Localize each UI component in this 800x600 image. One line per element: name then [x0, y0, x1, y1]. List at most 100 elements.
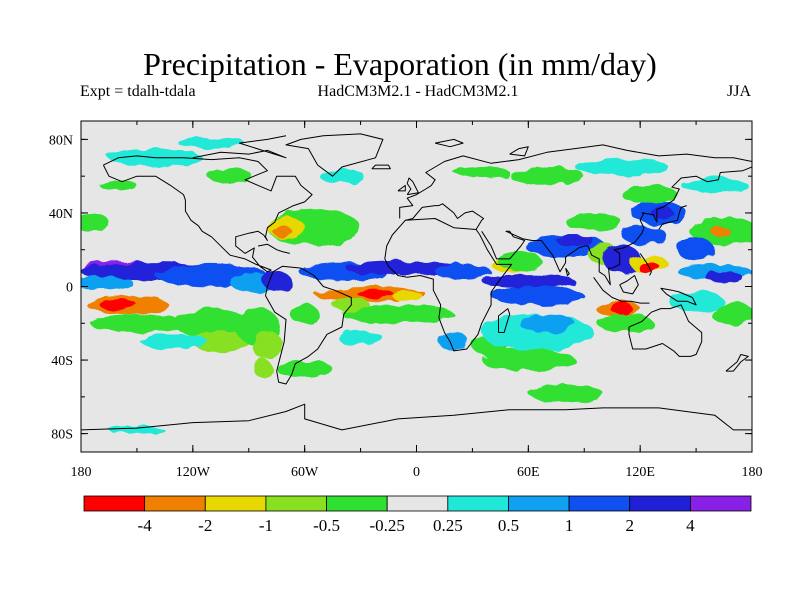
anomaly-region — [192, 330, 249, 353]
anomaly-region — [99, 179, 137, 191]
anomaly-region — [108, 426, 165, 434]
colorbar-tick-label: 4 — [686, 516, 695, 535]
anomaly-region — [174, 308, 249, 338]
anomaly-region — [81, 212, 109, 232]
colorbar-tick-label: 1 — [565, 516, 574, 535]
coastline — [397, 184, 406, 192]
anomaly-region — [496, 251, 542, 270]
colorbar-swatch — [689, 495, 752, 512]
coastline — [406, 177, 419, 196]
model-label: HadCM3M2.1 - HadCM3M2.1 — [317, 83, 519, 100]
anomaly-region — [481, 273, 575, 289]
colorbar-tick-label: -0.25 — [369, 516, 404, 535]
anomaly-region — [610, 303, 633, 315]
coastline — [102, 155, 313, 273]
anomaly-region — [289, 304, 320, 324]
colorbar-tick-label: -2 — [198, 516, 212, 535]
anomaly-region — [491, 286, 585, 305]
anomaly-region — [254, 360, 273, 379]
anomaly-region — [392, 290, 423, 302]
anomaly-region — [705, 271, 743, 283]
coastline — [81, 403, 752, 431]
coastline — [192, 135, 287, 159]
anomaly-region — [710, 225, 730, 237]
chart-title: Precipitation - Evaporation (in mm/day) — [143, 46, 657, 82]
y-tick-label: 40N — [49, 207, 73, 222]
anomaly-region — [276, 360, 333, 379]
coastline — [399, 144, 752, 219]
x-tick-label: 60E — [517, 465, 540, 480]
coastline — [371, 164, 391, 170]
x-tick-label: 60W — [291, 465, 319, 480]
map-background — [81, 121, 752, 452]
anomaly-region — [509, 166, 585, 186]
anomaly-region — [341, 304, 454, 324]
colorbar-swatch — [447, 495, 509, 512]
anomaly-region — [435, 264, 492, 280]
coastline — [565, 267, 570, 276]
anomaly-region — [602, 244, 641, 274]
coastline — [405, 203, 485, 230]
anomaly-region — [252, 330, 283, 361]
experiment-label: Expt = tdalh-tdala — [80, 83, 196, 100]
x-tick-label: 120E — [625, 465, 655, 480]
y-tick-label: 0 — [66, 281, 73, 296]
y-tick-label: 80N — [49, 133, 73, 148]
anomaly-region — [140, 334, 208, 350]
coastline — [434, 138, 464, 148]
colorbar-swatch — [144, 495, 206, 512]
x-tick-label: 120W — [176, 465, 211, 480]
coastline — [660, 287, 697, 306]
colorbar-tick-label: -4 — [138, 516, 153, 535]
anomaly-region — [519, 314, 575, 333]
colorbar-swatch — [265, 495, 327, 512]
anomaly-region — [711, 303, 752, 326]
anomaly-region — [453, 166, 510, 179]
anomaly-region — [597, 314, 654, 333]
colorbar-tick-label: -1 — [259, 516, 273, 535]
colorbar-tick-label: 0.25 — [433, 516, 463, 535]
season-label: JJA — [727, 83, 752, 100]
coastline — [481, 166, 752, 286]
colorbar-swatch — [568, 495, 631, 512]
coastline — [619, 275, 639, 295]
colorbar-swatch — [83, 495, 146, 512]
anomaly-region — [207, 168, 253, 184]
coastline — [593, 277, 650, 304]
anomaly-region — [338, 330, 383, 346]
anomaly-region — [345, 260, 458, 276]
colorbar-tick-label: 2 — [625, 516, 634, 535]
anomaly-region — [90, 314, 184, 333]
anomaly-region — [81, 275, 134, 291]
anomaly-region — [261, 271, 292, 291]
anomaly-region — [556, 235, 594, 247]
y-tick-label: 40S — [51, 354, 73, 369]
colorbar-swatch — [326, 495, 388, 512]
anomaly-region — [272, 225, 292, 237]
anomaly-region — [528, 383, 603, 403]
anomaly-region — [356, 290, 395, 298]
anomaly-region — [481, 349, 575, 372]
anomaly-region — [565, 212, 622, 232]
coastline — [498, 308, 511, 333]
anomaly-region — [438, 332, 469, 351]
anomaly-region — [681, 178, 749, 193]
colorbar-tick-label: 0.5 — [498, 516, 519, 535]
coastline — [509, 146, 529, 157]
colorbar-swatch — [508, 495, 570, 512]
anomaly-region — [677, 238, 715, 261]
coastline — [628, 304, 703, 357]
coastline — [725, 354, 749, 372]
anomaly-region — [621, 225, 667, 245]
x-tick-label: 180 — [71, 465, 92, 480]
y-tick-label: 80S — [51, 428, 73, 443]
colorbar-swatch — [204, 495, 267, 512]
coastline — [658, 205, 687, 230]
anomaly-region — [621, 185, 678, 204]
anomaly-region — [319, 168, 365, 184]
coastline — [265, 265, 352, 385]
coastline — [285, 133, 384, 177]
coastline — [639, 253, 652, 276]
coastline — [384, 218, 513, 352]
x-tick-label: 0 — [413, 465, 420, 480]
